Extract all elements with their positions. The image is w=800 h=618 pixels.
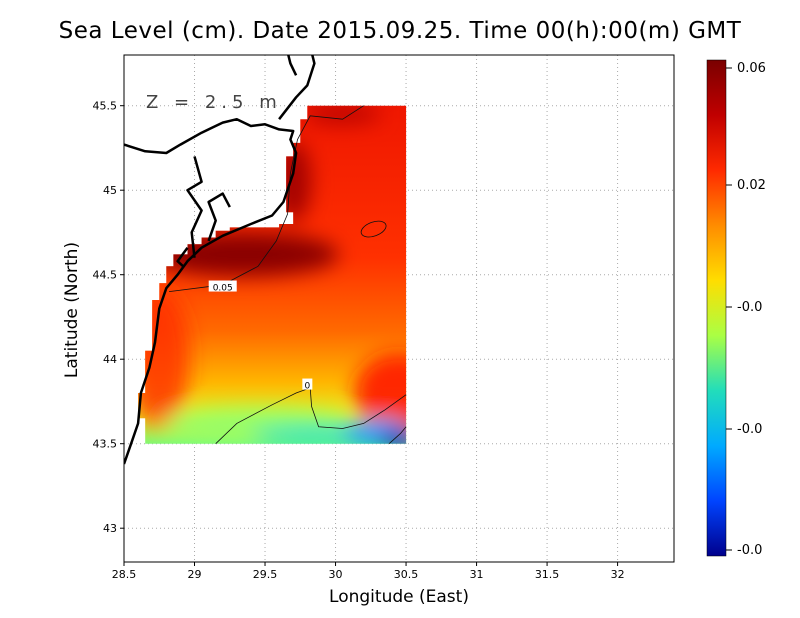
contour-label-bg <box>208 280 237 292</box>
x-axis-label: Longitude (East) <box>329 587 469 607</box>
y-tick-label: 43.5 <box>93 438 118 451</box>
y-tick-label: 45.5 <box>93 100 118 113</box>
y-tick-label: 44 <box>103 353 117 366</box>
x-tick-label: 28.5 <box>112 568 137 581</box>
plot-frame <box>123 54 675 563</box>
contour-lines <box>169 105 407 444</box>
colorbar-label-5: -0.0 <box>737 543 763 558</box>
axes-ticks: 28.5 29 29.5 30 30.5 31 31.5 32 43 43.5 44 44.5 45 45… <box>93 100 625 581</box>
chart-title: Sea Level (cm). Date 2015.09.25. Time 00… <box>58 18 742 44</box>
x-tick-label: 31.5 <box>535 568 560 581</box>
max-region-coast <box>148 232 339 277</box>
lagoon-shore <box>186 156 203 258</box>
x-tick-label: 32 <box>611 568 625 581</box>
x-tick-label: 30 <box>329 568 343 581</box>
coastline-north-2 <box>287 55 298 76</box>
y-axis-label: Latitude (North) <box>62 241 82 379</box>
contour-0 <box>215 387 407 444</box>
coastline-main <box>124 117 298 465</box>
lagoon-shore-2 <box>207 192 231 242</box>
east-red-patch <box>354 353 407 433</box>
contour-0.05 <box>169 105 364 292</box>
x-tick-label: 31 <box>470 568 484 581</box>
y-tick-label: 44.5 <box>93 269 118 282</box>
y-tick-label: 43 <box>103 522 117 535</box>
colorbar-label-4: -0.0 <box>737 422 763 437</box>
max-region-top <box>304 105 381 125</box>
contour-neg <box>388 426 407 444</box>
x-tick-label: 30.5 <box>394 568 419 581</box>
colorbar-label-1: 0.06 <box>737 61 766 76</box>
colorbar-label-3: -0.0 <box>737 300 763 315</box>
plot-area <box>124 55 674 562</box>
max-region-north <box>275 141 312 222</box>
x-tick-label: 29.5 <box>253 568 278 581</box>
colorbar <box>706 59 727 557</box>
coastline-north <box>278 55 316 120</box>
coastline <box>124 55 316 465</box>
min-region <box>379 430 407 444</box>
contour-label: 0.05 <box>213 284 233 294</box>
lagoon-mouth <box>176 246 189 268</box>
colorbar-label-2: 0.02 <box>737 178 766 193</box>
contour-closed <box>360 220 387 238</box>
contour-label: 0 <box>304 382 310 392</box>
contour-label-bg <box>302 378 313 390</box>
y-tick-label: 45 <box>103 184 117 197</box>
x-tick-label: 29 <box>188 568 202 581</box>
depth-annotation: Z = 2.5 m <box>146 92 282 113</box>
